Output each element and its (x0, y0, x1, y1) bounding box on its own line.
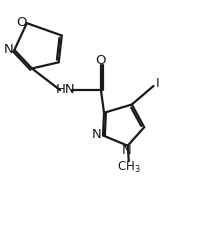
Text: HN: HN (56, 83, 76, 96)
Text: O: O (96, 54, 106, 67)
Text: N: N (122, 144, 132, 157)
Text: N: N (92, 128, 102, 141)
Text: I: I (156, 77, 159, 90)
Text: N: N (3, 43, 13, 56)
Text: O: O (16, 16, 26, 29)
Text: CH$_3$: CH$_3$ (117, 160, 141, 175)
